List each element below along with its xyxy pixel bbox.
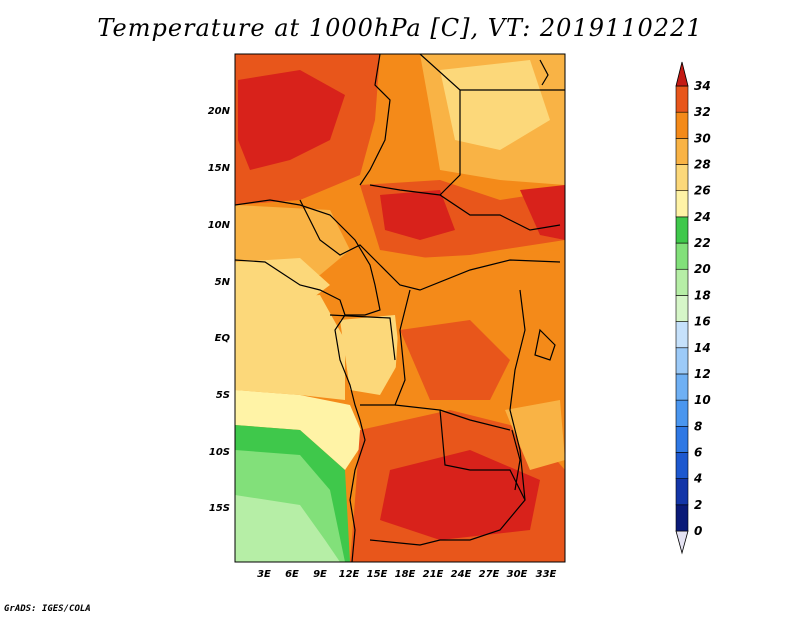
lat-label: 5N bbox=[215, 277, 231, 288]
field-northeast-mild bbox=[440, 60, 550, 150]
colorbar-label: 14 bbox=[694, 341, 711, 355]
colorbar-label: 20 bbox=[694, 262, 711, 276]
border-sahel bbox=[369, 184, 561, 231]
lon-label: 12E bbox=[339, 569, 360, 580]
colorbar-label: 8 bbox=[694, 419, 702, 433]
colorbar-label: 4 bbox=[693, 472, 702, 486]
longitude-axis: 3E 6E 9E 12E 15E 18E 21E 24E 27E 30E 33E bbox=[257, 569, 556, 580]
lon-label: 9E bbox=[313, 569, 327, 580]
colorbar-swatch bbox=[675, 216, 689, 244]
map-frame bbox=[234, 53, 566, 563]
colorbar-label: 18 bbox=[694, 288, 711, 302]
colorbar-label: 12 bbox=[694, 367, 711, 381]
latitude-axis: 20N 15N 10N 5N EQ 5S 10S 15S bbox=[208, 106, 231, 514]
border-central-north bbox=[299, 199, 561, 291]
border-libya-chad bbox=[419, 54, 461, 196]
colorbar-label: 2 bbox=[694, 498, 702, 512]
lon-label: 6E bbox=[285, 569, 299, 580]
colorbar-swatch bbox=[675, 295, 689, 322]
boundaries bbox=[235, 54, 565, 562]
colorbar-label: 16 bbox=[694, 315, 711, 329]
chart-title: Temperature at 1000hPa [C], VT: 20191102… bbox=[97, 14, 703, 42]
colorbar-swatch bbox=[675, 504, 689, 532]
field-congo-hot bbox=[400, 320, 510, 400]
lon-label: 18E bbox=[395, 569, 416, 580]
lat-label: 15S bbox=[209, 503, 230, 514]
border-angola-zambia bbox=[369, 404, 526, 546]
lat-label: 15N bbox=[208, 163, 231, 174]
colorbar-label: 0 bbox=[694, 524, 702, 538]
colorbar-label: 6 bbox=[694, 445, 702, 459]
colorbar-swatch bbox=[675, 321, 689, 349]
colorbar-label: 24 bbox=[694, 210, 711, 224]
lake-victoria bbox=[534, 328, 556, 361]
lon-label: 30E bbox=[507, 569, 528, 580]
colorbar-label: 32 bbox=[694, 105, 711, 119]
colorbar-label: 10 bbox=[694, 393, 711, 407]
colorbar-swatch bbox=[675, 190, 689, 218]
colorbar-swatch bbox=[675, 164, 689, 192]
colorbar-overflow bbox=[675, 61, 689, 87]
field-east-warm bbox=[505, 400, 565, 470]
border-gabon bbox=[329, 314, 396, 361]
lat-label: 20N bbox=[208, 106, 231, 117]
colorbar-swatch bbox=[675, 399, 689, 427]
coastline bbox=[235, 199, 381, 562]
field-zambia-core bbox=[380, 450, 540, 540]
field-core-northwest bbox=[238, 70, 345, 170]
lon-label: 24E bbox=[451, 569, 472, 580]
field-atlantic bbox=[235, 295, 345, 400]
colorbar-label: 26 bbox=[694, 184, 711, 198]
lon-label: 33E bbox=[536, 569, 557, 580]
lat-label: 10N bbox=[208, 220, 231, 231]
border-east bbox=[509, 289, 526, 501]
gulf-coast bbox=[235, 259, 346, 316]
field-sahel-core bbox=[380, 190, 455, 240]
colorbar-swatch bbox=[675, 373, 689, 401]
grads-credit: GrADS: IGES/COLA bbox=[4, 604, 91, 614]
lat-label: 5S bbox=[216, 390, 230, 401]
colorbar-swatch bbox=[675, 138, 689, 165]
colorbar-swatch bbox=[675, 85, 689, 113]
colorbar-swatch bbox=[675, 242, 689, 270]
field-guinea-coast bbox=[235, 205, 350, 275]
colorbar-swatch bbox=[675, 347, 689, 375]
lat-label: 10S bbox=[209, 447, 230, 458]
field-gabon bbox=[340, 315, 400, 395]
nile-delta bbox=[539, 59, 549, 86]
colorbar-label: 30 bbox=[694, 131, 711, 145]
field-south-atlantic-coolest bbox=[235, 495, 340, 562]
lon-label: 21E bbox=[423, 569, 444, 580]
colorbar-swatch bbox=[675, 111, 689, 139]
colorbar-swatch bbox=[675, 268, 689, 296]
border-congo-west bbox=[360, 289, 411, 406]
colorbar-swatch bbox=[675, 425, 689, 453]
lon-label: 3E bbox=[257, 569, 271, 580]
lat-label: EQ bbox=[215, 333, 231, 344]
colorbar-swatch bbox=[675, 452, 689, 479]
colorbar-label: 34 bbox=[694, 79, 711, 93]
lake-tanganyika bbox=[511, 429, 521, 491]
border-niger-west bbox=[359, 54, 391, 186]
colorbar-label: 22 bbox=[694, 236, 711, 250]
field-gulf-warm bbox=[235, 258, 330, 300]
lon-label: 15E bbox=[367, 569, 388, 580]
lon-label: 27E bbox=[479, 569, 500, 580]
colorbar-underflow bbox=[675, 530, 689, 555]
colorbar-label: 28 bbox=[694, 158, 711, 172]
colorbar-swatch bbox=[675, 478, 689, 506]
temperature-field bbox=[235, 54, 565, 562]
border-drc-south bbox=[439, 409, 511, 431]
